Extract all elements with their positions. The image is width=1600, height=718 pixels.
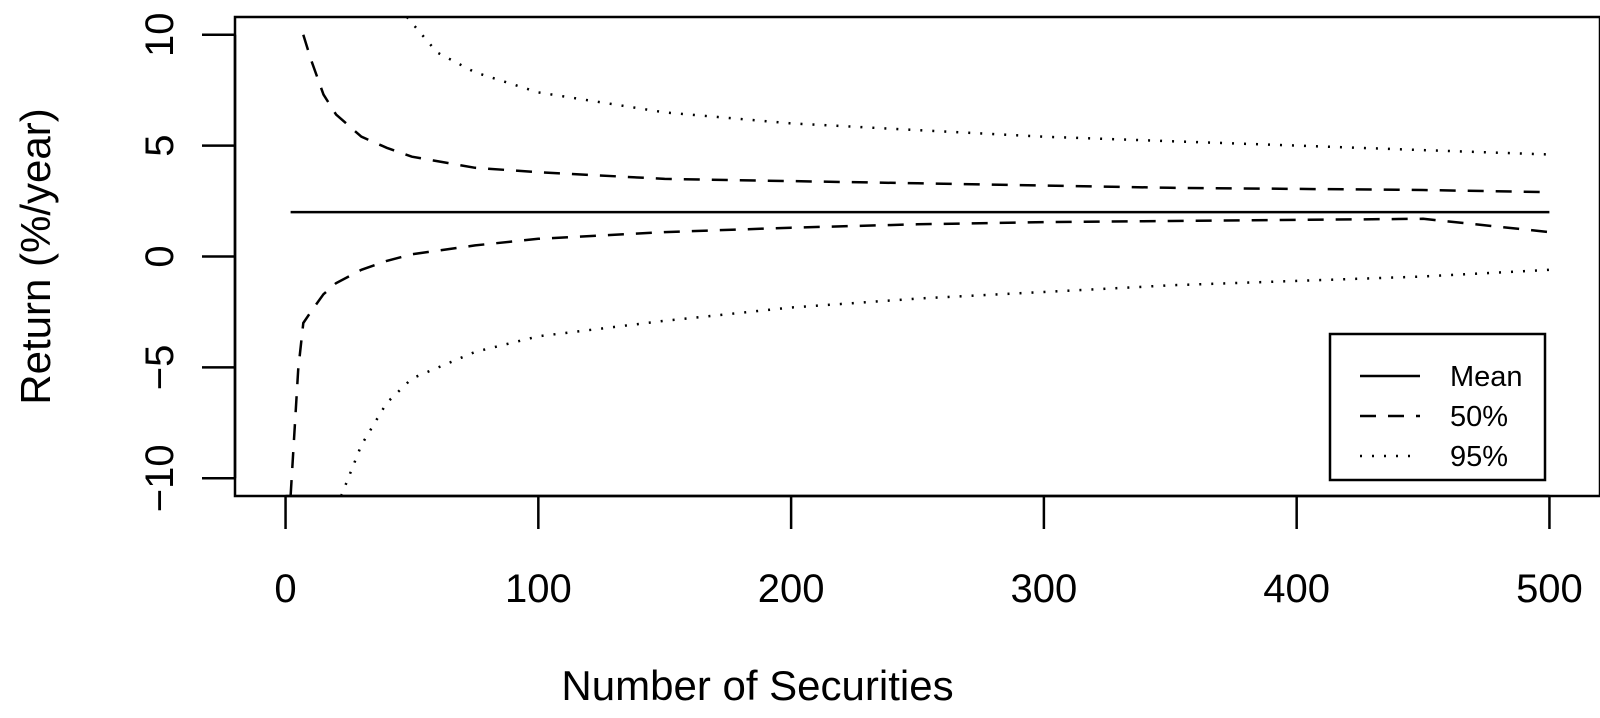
series-line-dashed xyxy=(289,217,1550,497)
x-tick-label: 500 xyxy=(1516,567,1583,611)
y-tick-label: −5 xyxy=(138,345,182,391)
x-tick-label: 300 xyxy=(1011,567,1078,611)
y-axis-title: Return (%/year) xyxy=(12,108,59,404)
x-axis-title: Number of Securities xyxy=(561,662,953,709)
y-tick-label: 5 xyxy=(138,134,182,156)
y-tick-label: 10 xyxy=(138,12,182,57)
series-layer xyxy=(289,16,1550,497)
x-tick-label: 0 xyxy=(274,567,296,611)
legend-box xyxy=(1328,332,1547,482)
legend-label: 50% xyxy=(1450,401,1508,433)
series-line-dotted xyxy=(405,16,1550,156)
legend: Mean 50% 95% xyxy=(1328,332,1547,482)
y-tick-label: 0 xyxy=(138,245,182,267)
series-line-dashed xyxy=(302,34,1550,194)
legend-label: Mean xyxy=(1450,361,1523,393)
x-tick-label: 400 xyxy=(1263,567,1330,611)
x-tick-label: 100 xyxy=(505,567,572,611)
y-tick-label: −10 xyxy=(138,444,182,512)
legend-label: 95% xyxy=(1450,441,1508,473)
x-axis: 0 100 200 300 400 500 xyxy=(274,494,1583,611)
y-axis: −10 −5 0 5 10 xyxy=(138,12,237,512)
series-line-dotted xyxy=(340,268,1550,497)
x-tick-label: 200 xyxy=(758,567,825,611)
